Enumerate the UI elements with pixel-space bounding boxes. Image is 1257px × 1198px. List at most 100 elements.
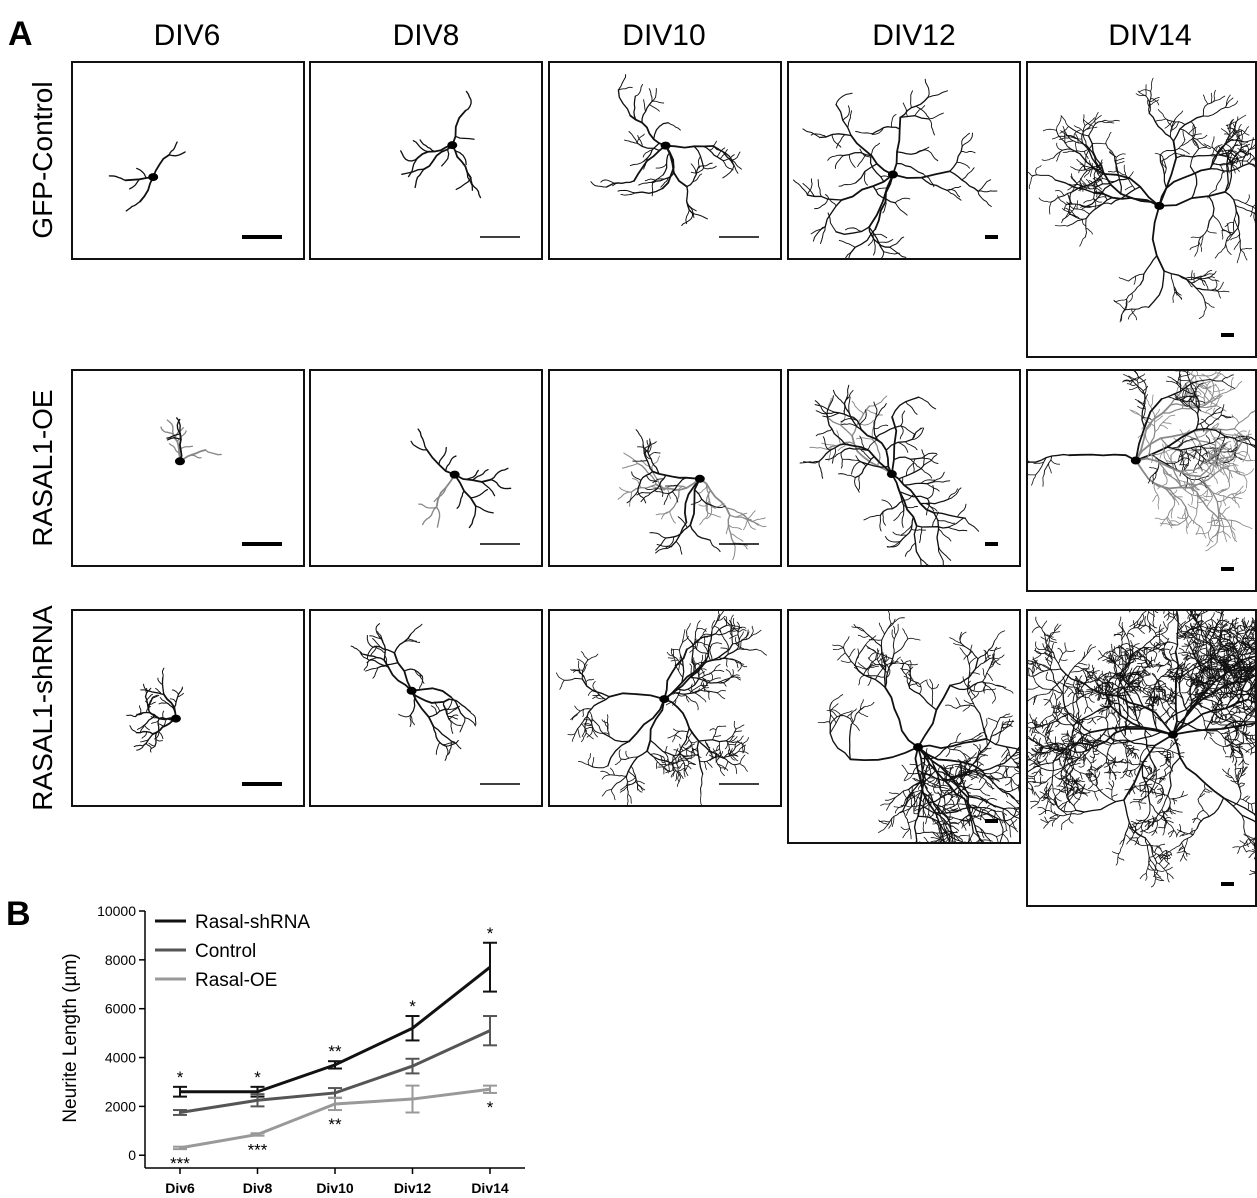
neuron-image xyxy=(591,75,742,226)
neurite xyxy=(882,500,893,509)
neurite xyxy=(1243,759,1249,764)
neurite xyxy=(987,799,997,801)
neurite xyxy=(1063,151,1073,152)
neurite xyxy=(1150,467,1158,469)
neurite xyxy=(1165,818,1171,819)
neurite xyxy=(1073,694,1075,719)
neurite xyxy=(411,624,422,634)
neurite xyxy=(626,751,630,758)
neurite xyxy=(1157,701,1158,706)
neurite xyxy=(991,728,1006,737)
neurite xyxy=(1179,561,1187,564)
neurite xyxy=(1169,569,1170,576)
neurite xyxy=(816,429,832,436)
neurite xyxy=(897,164,924,174)
neurite xyxy=(712,678,721,680)
neurite xyxy=(864,515,881,520)
neurite xyxy=(1178,652,1184,653)
neurite xyxy=(915,816,919,857)
neurite xyxy=(1024,813,1035,818)
neurite xyxy=(1244,475,1247,488)
neurite xyxy=(466,91,472,110)
soma xyxy=(171,715,181,723)
frame xyxy=(72,370,304,566)
neurite xyxy=(879,623,884,634)
neurite xyxy=(415,169,424,187)
frame xyxy=(549,370,781,566)
neurite xyxy=(1158,461,1181,486)
neurite xyxy=(728,515,734,543)
neurite xyxy=(633,461,647,462)
neuron-image xyxy=(127,668,184,752)
neurite xyxy=(1222,614,1224,620)
neurite xyxy=(1250,735,1251,740)
neurite xyxy=(1054,149,1071,158)
neurite xyxy=(915,881,924,893)
neurite xyxy=(621,193,635,195)
neuron-image xyxy=(618,430,766,560)
neurite xyxy=(1183,573,1201,577)
neurite xyxy=(903,629,908,639)
neurite xyxy=(889,793,899,795)
neurite xyxy=(717,690,726,692)
neurite xyxy=(1172,583,1177,589)
neurite xyxy=(888,855,897,860)
neurite xyxy=(918,685,950,747)
neurite xyxy=(482,482,495,496)
neurite xyxy=(1236,740,1243,744)
neurite xyxy=(1080,237,1086,246)
neurite xyxy=(1024,818,1037,821)
frame xyxy=(72,610,304,806)
neurite xyxy=(947,190,961,200)
neurite xyxy=(1112,644,1113,651)
neurite xyxy=(1221,597,1225,604)
neurite xyxy=(864,172,867,186)
neurite xyxy=(1110,151,1117,157)
neurite xyxy=(1051,632,1060,634)
neurite xyxy=(1005,442,1014,450)
neurite xyxy=(982,856,984,868)
neurite xyxy=(1062,735,1067,737)
neurite xyxy=(991,718,1000,737)
neurite xyxy=(1190,167,1196,199)
neurite xyxy=(1160,425,1168,428)
neurite xyxy=(636,430,643,445)
neurite xyxy=(870,396,887,406)
neurite xyxy=(1085,707,1088,714)
neurite xyxy=(1191,495,1192,505)
neurite xyxy=(738,736,744,742)
neurite xyxy=(717,693,725,699)
neurite xyxy=(1079,765,1084,767)
neurite xyxy=(851,708,863,725)
neurite xyxy=(172,690,178,694)
neurite xyxy=(1238,847,1241,853)
neurite xyxy=(1138,624,1146,625)
neurite xyxy=(835,156,843,169)
neurite xyxy=(1239,783,1245,785)
neurite xyxy=(1224,598,1228,605)
neurite xyxy=(747,511,755,520)
neurite xyxy=(704,166,717,169)
neurite xyxy=(664,699,698,741)
neurite xyxy=(740,764,748,772)
neurite xyxy=(394,634,410,653)
neurite xyxy=(1230,711,1235,713)
neurite xyxy=(905,845,915,846)
neurite xyxy=(1236,757,1243,758)
neurite xyxy=(159,732,163,738)
neurite xyxy=(894,639,908,654)
neurite xyxy=(894,626,896,635)
neurite xyxy=(1078,663,1087,665)
neurite xyxy=(819,461,823,478)
neurite xyxy=(892,397,919,417)
neurite xyxy=(908,664,918,665)
neurite xyxy=(653,472,700,479)
neurite xyxy=(1223,468,1230,485)
neurite xyxy=(738,662,741,671)
neurite xyxy=(849,649,856,657)
neurite xyxy=(1035,654,1042,659)
neurite xyxy=(630,161,644,165)
neurite xyxy=(1011,780,1012,790)
soma xyxy=(450,471,460,479)
neurite xyxy=(973,854,980,861)
